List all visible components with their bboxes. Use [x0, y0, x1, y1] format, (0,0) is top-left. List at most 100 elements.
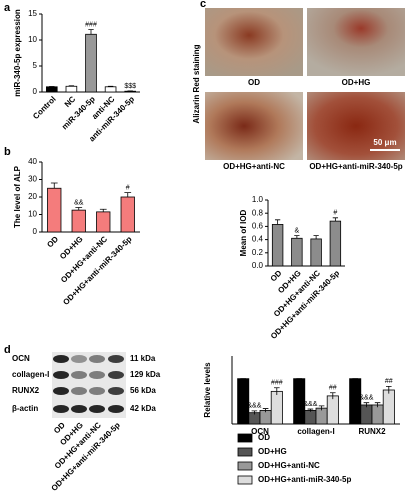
band: [53, 387, 69, 395]
bar: [371, 404, 384, 425]
error-bar: [330, 392, 336, 400]
error-bar: [318, 405, 325, 411]
band: [53, 355, 69, 363]
band: [108, 355, 124, 363]
band: [89, 387, 105, 395]
bar: [360, 404, 373, 425]
band: [71, 405, 87, 413]
bar: [46, 86, 58, 93]
bar: [291, 237, 303, 267]
annotation: #: [333, 210, 337, 217]
image-label: OD+HG: [342, 78, 371, 87]
annotation: &: [295, 227, 300, 234]
micrograph: [205, 92, 303, 160]
band: [71, 355, 87, 363]
bar: [326, 395, 339, 425]
protein-label: RUNX2: [12, 386, 40, 395]
error-bar: [386, 385, 392, 394]
annotation: $$$: [124, 83, 136, 90]
bar: [315, 407, 328, 425]
error-bar: [274, 387, 280, 395]
bar: [104, 86, 117, 93]
x-tick-label: OCN: [251, 427, 269, 436]
band: [53, 371, 69, 379]
error-bar: [251, 410, 258, 415]
band: [89, 405, 105, 413]
panel-label: a: [4, 2, 11, 14]
staining-images: 50 μm OD OD+HG OD+HG+anti-NC OD+HG+anti-…: [192, 8, 405, 171]
legend-label: OD+HG: [258, 447, 287, 456]
y-axis-label: Relative levels: [203, 362, 212, 418]
micrograph: [307, 92, 405, 160]
y-axis-label: The level of ALP: [13, 165, 22, 228]
x-tick-label: OD: [269, 268, 284, 283]
bar: [96, 211, 111, 233]
y-axis-label: Mean of IOD: [239, 209, 248, 256]
band: [71, 387, 87, 395]
band: [108, 371, 124, 379]
image-label: OD+HG+anti-miR-340-5p: [309, 162, 402, 171]
panel-label: b: [4, 146, 11, 158]
annotation: &&&: [303, 401, 317, 408]
y-tick-label: 1.0: [252, 195, 264, 204]
legend-label: OD: [258, 433, 270, 442]
y-tick-label: 10: [28, 35, 37, 44]
annotation: &&&: [359, 395, 373, 402]
legend-label: OD+HG+anti-NC: [258, 461, 320, 470]
band: [71, 371, 87, 379]
staining-title: Alizarin Red staining: [192, 44, 201, 123]
bar: [85, 33, 97, 93]
annotation: ##: [385, 378, 393, 385]
size-label: 11 kDa: [130, 354, 156, 363]
y-tick-label: 0.2: [252, 248, 264, 257]
y-tick-label: 15: [28, 9, 37, 18]
bar: [382, 389, 395, 425]
scale-label: 50 μm: [373, 138, 396, 147]
y-tick-label: 0: [33, 227, 38, 236]
image-label: OD+HG+anti-NC: [223, 162, 285, 171]
bar: [329, 220, 342, 267]
error-bar: [363, 402, 370, 408]
legend-label: OD+HG+anti-miR-340-5p: [258, 475, 351, 484]
image-label: OD: [248, 78, 260, 87]
y-axis-label: miR-340-5p expression: [13, 9, 22, 97]
x-tick-label: OD: [45, 234, 60, 249]
panel-label: c: [200, 0, 206, 10]
annotation: #: [126, 184, 130, 191]
legend-swatch: [237, 461, 253, 471]
annotation: ##: [329, 385, 337, 392]
legend-swatch: [237, 447, 253, 457]
micrograph: [205, 8, 303, 76]
bar: [304, 409, 317, 425]
annotation: ###: [85, 21, 97, 28]
bar: [65, 85, 78, 93]
band: [89, 371, 105, 379]
error-bar: [374, 402, 381, 408]
y-tick-label: 10: [28, 210, 37, 219]
annotation: &&&: [247, 403, 261, 410]
bar: [120, 196, 135, 233]
panel-label: d: [4, 344, 11, 356]
error-bar: [307, 408, 314, 412]
legend-swatch: [237, 433, 253, 443]
bar: [259, 409, 272, 425]
band: [89, 355, 105, 363]
x-tick-label: collagen-I: [297, 427, 334, 436]
band: [108, 387, 124, 395]
band: [108, 405, 124, 413]
size-label: 129 kDa: [130, 370, 161, 379]
bar: [270, 390, 283, 425]
y-tick-label: 20: [28, 192, 37, 201]
legend-swatch: [237, 475, 253, 485]
bar: [310, 238, 322, 267]
bar: [71, 209, 86, 233]
y-tick-label: 0.6: [252, 222, 264, 231]
size-label: 42 kDa: [130, 404, 156, 413]
x-tick-label: Control: [31, 95, 57, 121]
size-label: 56 kDa: [130, 386, 156, 395]
error-bar: [262, 408, 269, 413]
y-tick-label: 0.4: [252, 235, 264, 244]
x-tick-label: RUNX2: [358, 427, 386, 436]
band: [53, 405, 69, 413]
annotation: &&: [74, 199, 84, 206]
